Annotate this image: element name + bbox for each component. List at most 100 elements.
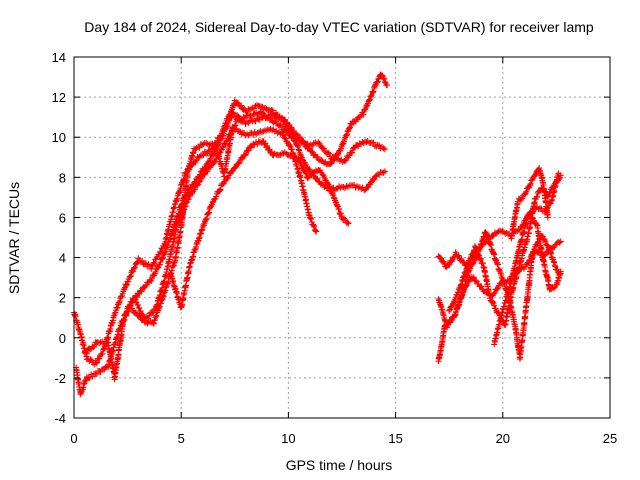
- data-point: [469, 251, 476, 258]
- y-tick-label: 10: [52, 130, 66, 145]
- data-point: [380, 75, 387, 81]
- data-point: [216, 187, 223, 194]
- data-point: [534, 193, 541, 200]
- data-point: [235, 100, 241, 107]
- data-point: [441, 260, 448, 267]
- data-point: [233, 99, 240, 106]
- data-point: [363, 139, 370, 146]
- series-track-4: [128, 123, 320, 327]
- data-point: [123, 312, 130, 319]
- data-point: [302, 169, 309, 176]
- data-point: [196, 153, 203, 160]
- data-point: [166, 236, 173, 243]
- data-point: [146, 312, 152, 319]
- data-point: [546, 190, 553, 197]
- data-point: [218, 135, 225, 142]
- y-tick-label: 2: [59, 291, 66, 306]
- data-point: [83, 350, 90, 357]
- data-point: [503, 230, 510, 236]
- data-point: [185, 196, 192, 203]
- data-point: [236, 128, 243, 135]
- data-point: [128, 299, 135, 305]
- y-tick-label: 8: [59, 170, 66, 185]
- data-point: [230, 168, 237, 174]
- data-point: [448, 317, 455, 324]
- data-point: [349, 149, 356, 156]
- data-point: [254, 102, 260, 109]
- data-point: [242, 121, 249, 128]
- data-point: [132, 296, 139, 303]
- x-tick-label: 15: [388, 431, 402, 446]
- data-point: [168, 230, 175, 236]
- data-point: [135, 302, 142, 308]
- data-point: [295, 143, 301, 150]
- data-point: [345, 220, 352, 227]
- data-point: [529, 249, 536, 256]
- y-tick-label: -4: [54, 411, 66, 426]
- data-point: [477, 257, 484, 264]
- y-tick-label: 12: [52, 90, 66, 105]
- data-point: [449, 301, 456, 308]
- data-point: [489, 299, 496, 306]
- data-point: [275, 114, 282, 121]
- data-point: [283, 150, 290, 157]
- data-point: [381, 168, 388, 175]
- data-point: [269, 127, 275, 134]
- data-point: [150, 259, 157, 266]
- data-point: [191, 186, 198, 193]
- data-point: [272, 118, 279, 125]
- data-point: [455, 302, 462, 309]
- data-point: [308, 148, 315, 155]
- x-tick-label: 20: [496, 431, 510, 446]
- data-point: [97, 369, 104, 376]
- data-point: [491, 251, 498, 258]
- data-point: [269, 107, 276, 114]
- data-point: [136, 312, 143, 319]
- data-point: [460, 258, 467, 265]
- data-point: [337, 210, 344, 217]
- data-point: [548, 197, 555, 204]
- data-point: [380, 169, 387, 176]
- x-tick-label: 0: [70, 431, 77, 446]
- data-point: [548, 250, 554, 257]
- data-point: [523, 188, 530, 195]
- data-point: [87, 356, 94, 363]
- data-point: [131, 295, 137, 302]
- data-point: [330, 194, 337, 201]
- data-point: [527, 182, 533, 189]
- data-point: [519, 195, 526, 202]
- data-point: [466, 259, 473, 266]
- data-point: [288, 146, 295, 153]
- data-point: [260, 128, 267, 135]
- data-point: [229, 109, 236, 116]
- data-point: [455, 286, 462, 293]
- data-point: [288, 152, 295, 159]
- data-point: [496, 227, 503, 234]
- data-point: [297, 151, 304, 158]
- data-point: [94, 359, 100, 366]
- data-point: [159, 296, 166, 303]
- data-point: [223, 124, 230, 131]
- plot-border: [73, 56, 611, 419]
- series-track-2: [73, 109, 388, 398]
- data-point: [203, 215, 210, 222]
- data-point: [164, 242, 171, 249]
- data-point: [207, 155, 214, 162]
- data-point: [213, 193, 220, 200]
- data-point: [123, 282, 130, 289]
- data-point: [370, 177, 377, 183]
- data-point: [250, 132, 257, 138]
- y-tick-label: 4: [59, 251, 66, 266]
- axis-ticks: [73, 56, 611, 419]
- data-point: [227, 115, 234, 122]
- data-point: [472, 244, 479, 251]
- series-track-3: [81, 108, 388, 383]
- data-point: [366, 97, 373, 104]
- data-point: [469, 260, 476, 267]
- data-point: [550, 258, 557, 265]
- data-point: [346, 125, 353, 132]
- data-point: [238, 102, 245, 109]
- data-point: [494, 286, 501, 293]
- data-point: [461, 269, 468, 276]
